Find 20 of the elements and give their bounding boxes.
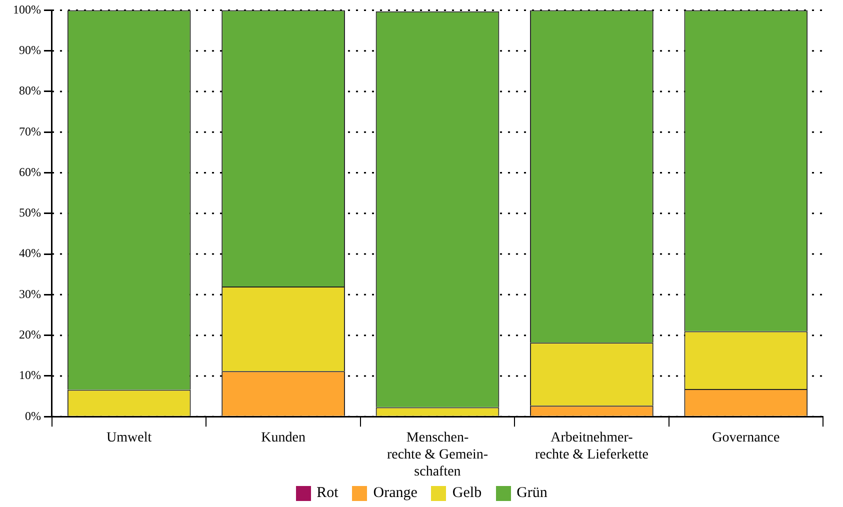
y-tick-label: 10%: [18, 368, 41, 382]
x-tick-label: Arbeitnehmer- rechte & Lieferkette: [534, 430, 648, 462]
y-tick-label: 100%: [12, 2, 41, 16]
x-tick-label: Kunden: [261, 430, 306, 446]
x-tick-label: Umwelt: [106, 430, 152, 446]
y-tick-label: 20%: [18, 327, 41, 342]
y-tick-label: 50%: [18, 206, 41, 220]
legend-label: Rot: [316, 484, 338, 502]
y-tick-label: 60%: [18, 164, 41, 179]
y-tick-label: 70%: [18, 124, 41, 138]
legend-label: Orange: [373, 484, 418, 502]
x-tick-label: Governance: [712, 430, 780, 446]
y-tick-label: 80%: [18, 84, 41, 98]
legend-label: Gelb: [452, 484, 482, 502]
y-tick-label: 0%: [24, 408, 41, 423]
x-tick-label: Menschen- rechte & Gemein- schaften: [386, 430, 488, 480]
y-tick-label: 30%: [18, 286, 41, 301]
y-tick-label: 40%: [18, 246, 41, 260]
y-tick-label: 90%: [18, 42, 41, 57]
legend-label: Grün: [516, 484, 548, 502]
